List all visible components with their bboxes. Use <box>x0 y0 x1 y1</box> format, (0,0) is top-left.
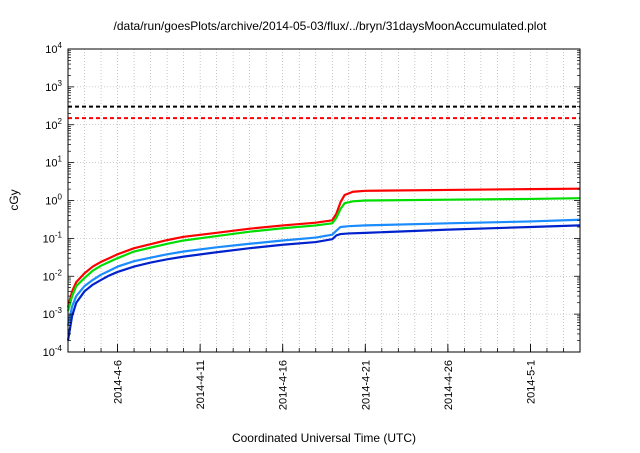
y-tick-label: 10-3 <box>43 306 63 321</box>
x-tick-label: 2014-4-21 <box>360 360 372 410</box>
y-tick-label: 10-4 <box>43 344 63 359</box>
y-tick-label: 103 <box>45 79 62 94</box>
y-tick-label: 101 <box>45 155 62 170</box>
tick-layer: 10-4 10-3 10-2 10-1 100 101 102 103 104 2014-4-6 2… <box>43 41 581 410</box>
series-layer <box>66 187 581 341</box>
y-tick-label: 102 <box>45 117 62 132</box>
y-tick-label: 104 <box>45 41 62 56</box>
x-tick-label: 2014-4-11 <box>195 360 207 409</box>
y-axis-label: cGy <box>7 189 21 210</box>
grid-layer <box>67 49 581 353</box>
series-line <box>66 218 581 326</box>
series-line <box>66 187 581 308</box>
x-tick-label: 2014-5-1 <box>525 360 537 404</box>
series-line <box>66 197 581 312</box>
series-line <box>66 224 581 341</box>
x-tick-label: 2014-4-16 <box>278 360 290 410</box>
y-tick-label: 100 <box>45 193 62 208</box>
y-tick-label: 10-2 <box>43 268 63 283</box>
reference-lines-layer <box>68 105 580 120</box>
x-tick-label: 2014-4-26 <box>443 360 455 410</box>
chart-title: /data/run/goesPlots/archive/2014-05-03/f… <box>114 19 548 33</box>
y-tick-label: 10-1 <box>43 230 63 245</box>
x-tick-label: 2014-4-6 <box>113 360 125 404</box>
x-axis-label: Coordinated Universal Time (UTC) <box>232 431 416 445</box>
